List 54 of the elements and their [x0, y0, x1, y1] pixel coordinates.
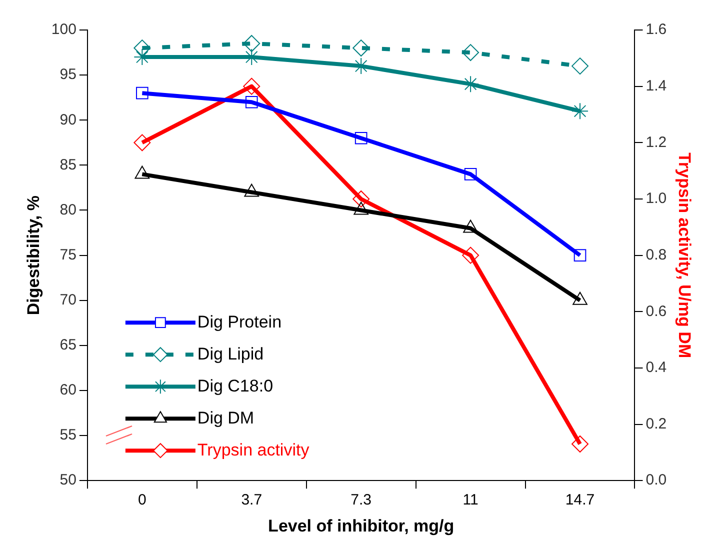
point	[245, 96, 258, 108]
legend-label: Dig Lipid	[197, 344, 264, 364]
y-tick-label: 95	[60, 66, 76, 84]
y2-axis-title: Trypsin activity, U/mg DM	[675, 152, 694, 358]
y2-tick-label: 1.2	[646, 134, 667, 151]
point	[572, 102, 589, 120]
x-tick-label: 14.7	[565, 492, 595, 509]
x-tick-label: 11	[462, 492, 478, 509]
x-tick-label: 7.3	[350, 492, 372, 509]
point	[572, 435, 589, 452]
point	[243, 35, 260, 52]
y2-tick-label: 1.0	[646, 190, 667, 208]
point	[462, 246, 480, 264]
point	[136, 86, 148, 100]
point	[462, 44, 480, 62]
y-tick-label: 60	[60, 382, 76, 399]
y-tick-label: 75	[60, 246, 76, 264]
y2-tick-label: 0.6	[646, 302, 667, 320]
y-tick-label: 90	[60, 111, 76, 128]
point	[352, 40, 370, 57]
y-tick-label: 50	[60, 472, 76, 489]
x-tick-label: 3.7	[241, 492, 262, 509]
point	[244, 184, 260, 197]
point	[463, 220, 478, 233]
point	[462, 76, 480, 93]
legend-label: Trypsin activity	[197, 440, 310, 460]
y2-tick-label: 1.4	[646, 77, 667, 94]
point	[134, 40, 151, 57]
y2-tick-label: 1.6	[646, 21, 667, 38]
point	[354, 132, 368, 144]
y-axis-title: Digestibility, %	[24, 195, 43, 316]
legend-label: Dig DM	[197, 408, 254, 428]
x-tick-label: 0	[138, 492, 146, 509]
y-tick-label: 85	[60, 156, 76, 174]
y-tick-label: 55	[60, 426, 76, 444]
point	[243, 78, 260, 95]
point	[134, 166, 150, 179]
point	[464, 168, 477, 180]
legend-label: Dig C18:0	[197, 376, 274, 396]
point	[352, 190, 370, 208]
x-axis-title: Level of inhibitor, mg/g	[268, 516, 454, 536]
y-tick-label: 80	[60, 201, 76, 218]
point	[572, 58, 589, 75]
point	[134, 134, 151, 152]
y-tick-label: 100	[51, 21, 76, 38]
y2-tick-label: 0.2	[646, 415, 667, 432]
legend-label: Dig Protein	[197, 312, 282, 332]
y2-tick-label: 0.0	[646, 472, 667, 489]
point	[572, 292, 588, 305]
point	[354, 202, 369, 215]
y-tick-label: 65	[60, 336, 76, 354]
y-tick-label: 70	[60, 292, 76, 308]
y2-tick-label: 0.8	[646, 246, 667, 264]
y2-tick-label: 0.4	[646, 359, 667, 376]
